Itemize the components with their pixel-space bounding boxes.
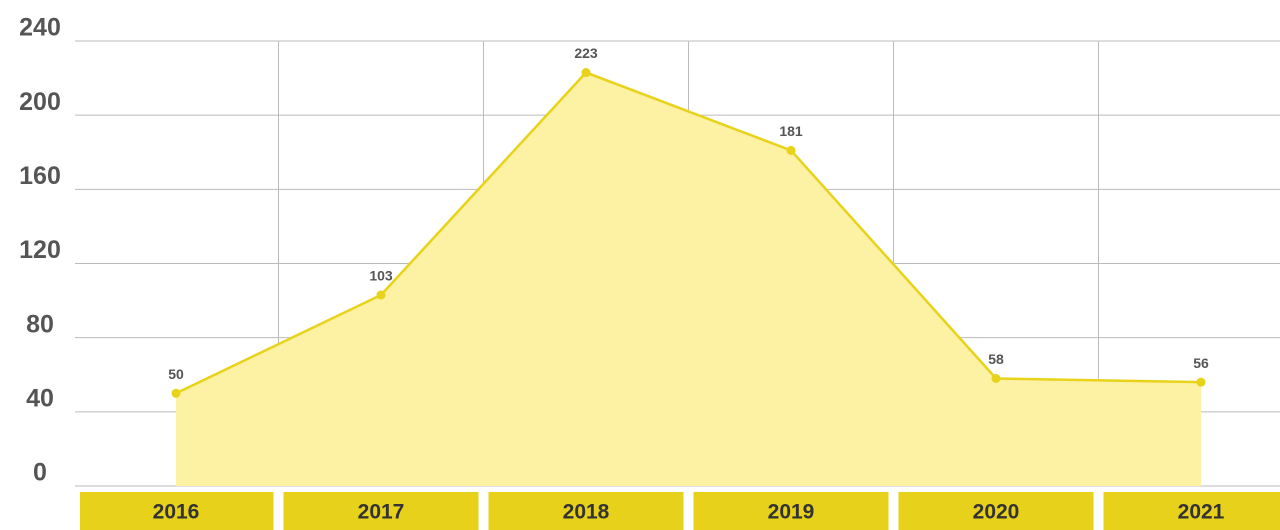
data-label: 58 (988, 351, 1004, 367)
category-band (693, 492, 889, 530)
data-point (991, 373, 1001, 383)
data-point (171, 388, 181, 398)
y-tick-label: 120 (19, 236, 61, 264)
y-tick-label: 80 (26, 310, 54, 338)
y-tick-label: 0 (33, 459, 47, 487)
x-tick-label: 2016 (153, 501, 200, 524)
data-label: 223 (574, 45, 598, 61)
area-line (175, 71, 1202, 395)
category-band (898, 492, 1094, 530)
data-point (376, 290, 386, 300)
data-point (581, 68, 591, 78)
x-tick-label: 2019 (768, 501, 815, 524)
x-tick-label: 2021 (1178, 501, 1225, 524)
category-band (80, 492, 274, 530)
data-label: 56 (1193, 355, 1209, 371)
category-band (283, 492, 479, 530)
data-point (1196, 377, 1206, 387)
category-band (488, 492, 684, 530)
x-tick-label: 2018 (563, 501, 610, 524)
data-label: 50 (168, 366, 184, 382)
y-tick-label: 160 (19, 162, 61, 190)
x-tick-label: 2017 (358, 501, 405, 524)
y-tick-label: 240 (19, 14, 61, 42)
y-tick-label: 40 (26, 384, 54, 412)
category-band (1103, 492, 1280, 530)
data-label: 181 (779, 123, 803, 139)
x-tick-label: 2020 (973, 501, 1020, 524)
y-tick-label: 200 (19, 88, 61, 116)
area-fill (176, 72, 1201, 486)
data-label: 103 (369, 268, 393, 284)
data-point (786, 145, 796, 155)
